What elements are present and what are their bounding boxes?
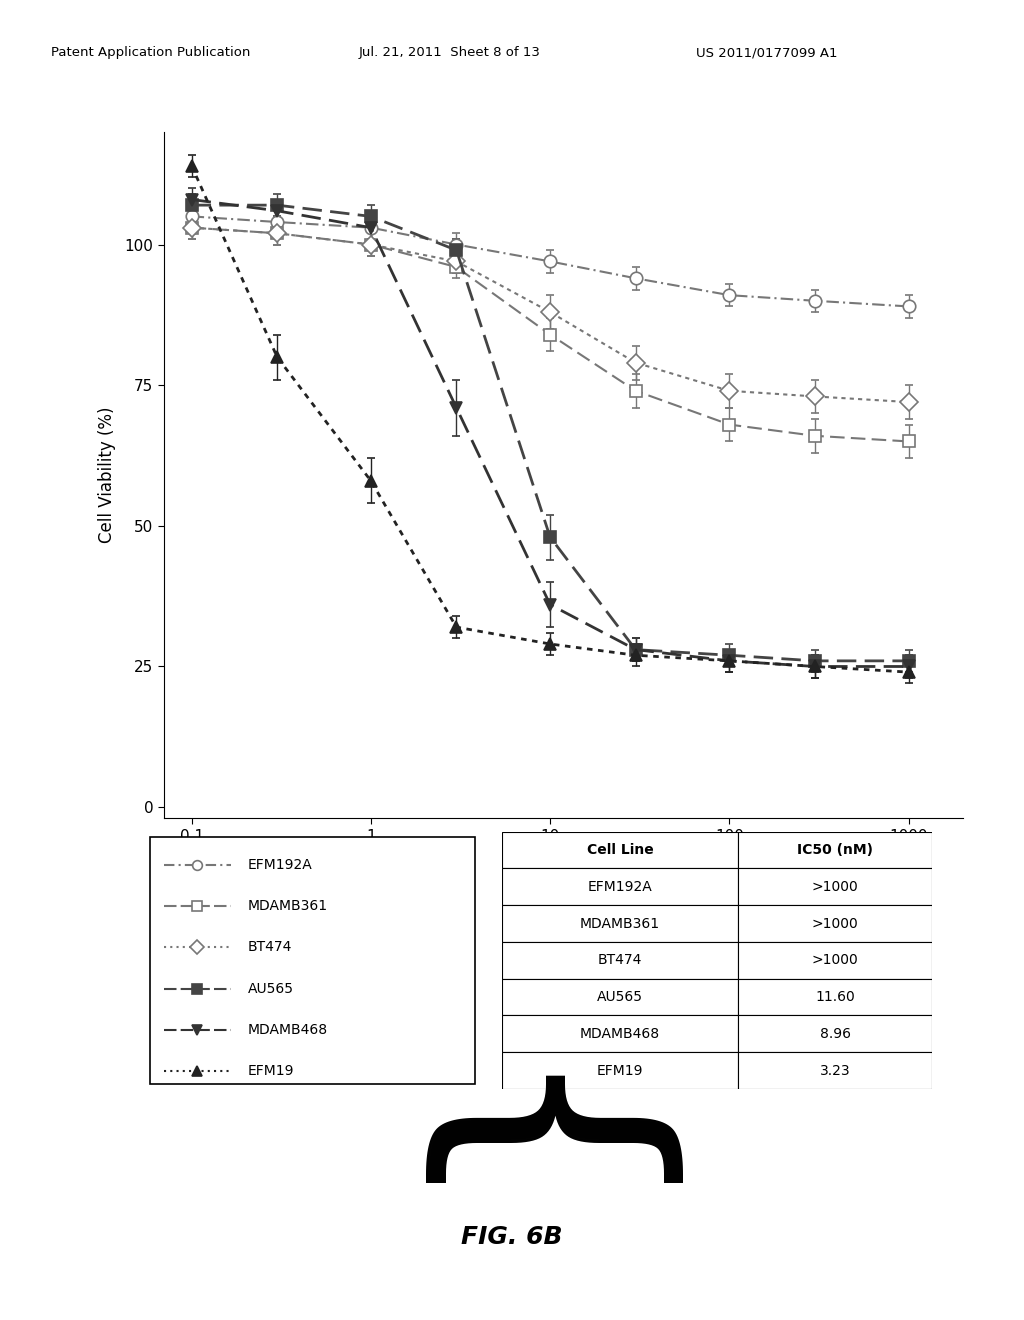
Text: Patent Application Publication: Patent Application Publication (51, 46, 251, 59)
Bar (738, 832, 932, 869)
Text: EFM19: EFM19 (597, 1064, 643, 1077)
Text: BT474: BT474 (598, 953, 642, 968)
Text: 8.96: 8.96 (819, 1027, 851, 1041)
Text: EFM192A: EFM192A (588, 879, 652, 894)
Bar (738, 1015, 932, 1052)
Bar (738, 869, 932, 906)
Text: BT474: BT474 (248, 940, 293, 954)
Text: EFM19: EFM19 (248, 1064, 295, 1078)
Text: >1000: >1000 (812, 953, 858, 968)
Bar (502, 869, 738, 906)
Bar (738, 1052, 932, 1089)
Text: EFM192A: EFM192A (248, 858, 313, 873)
Bar (502, 906, 738, 942)
Bar (502, 1015, 738, 1052)
Text: 3.23: 3.23 (820, 1064, 850, 1077)
Text: MDAMB361: MDAMB361 (580, 916, 660, 931)
Y-axis label: Cell Viability (%): Cell Viability (%) (98, 407, 116, 544)
Text: Cell Line: Cell Line (587, 843, 653, 857)
Text: MDAMB361: MDAMB361 (248, 899, 329, 913)
Bar (738, 978, 932, 1015)
Bar (502, 832, 738, 869)
Text: >1000: >1000 (812, 916, 858, 931)
Text: MDAMB468: MDAMB468 (580, 1027, 660, 1041)
Bar (502, 978, 738, 1015)
Text: ζ: ζ (300, 863, 307, 876)
Bar (738, 942, 932, 978)
X-axis label: Paclitaxel (nM): Paclitaxel (nM) (503, 855, 624, 873)
Text: MDAMB468: MDAMB468 (248, 1023, 329, 1036)
Text: {: { (377, 1074, 647, 1250)
Text: IC50 (nM): IC50 (nM) (797, 843, 873, 857)
Text: US 2011/0177099 A1: US 2011/0177099 A1 (696, 46, 838, 59)
Text: >1000: >1000 (812, 879, 858, 894)
Text: FIG. 6B: FIG. 6B (461, 1225, 563, 1249)
Text: ζ: ζ (319, 863, 328, 876)
Text: AU565: AU565 (248, 982, 294, 995)
Bar (502, 1052, 738, 1089)
Bar (502, 942, 738, 978)
Text: 11.60: 11.60 (815, 990, 855, 1005)
Text: AU565: AU565 (597, 990, 643, 1005)
Text: Jul. 21, 2011  Sheet 8 of 13: Jul. 21, 2011 Sheet 8 of 13 (358, 46, 541, 59)
Bar (738, 906, 932, 942)
